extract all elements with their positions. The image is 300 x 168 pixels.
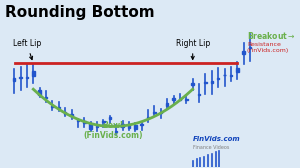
Bar [185, 99, 188, 100]
Bar [32, 71, 34, 76]
Bar [70, 114, 73, 116]
Bar [242, 51, 245, 54]
Bar [179, 99, 181, 100]
Bar [172, 98, 175, 100]
Bar [160, 112, 162, 113]
Bar [64, 112, 66, 114]
Text: Rounding Bottom: Rounding Bottom [4, 5, 154, 20]
Bar [89, 124, 92, 129]
Bar [134, 125, 136, 129]
Bar [109, 117, 111, 119]
Text: Breakout$\rightarrow$: Breakout$\rightarrow$ [247, 30, 296, 41]
Bar [249, 47, 251, 48]
Bar [236, 68, 239, 72]
Bar [147, 117, 149, 118]
Bar [102, 121, 105, 122]
Text: Bowl
(FinVids.com): Bowl (FinVids.com) [83, 121, 143, 140]
Bar [58, 107, 60, 108]
Bar [198, 94, 200, 95]
Bar [217, 78, 220, 79]
Bar [153, 112, 156, 113]
Bar [38, 90, 41, 95]
Text: Left Lip: Left Lip [13, 39, 41, 60]
Bar [121, 124, 124, 127]
Bar [26, 77, 28, 78]
Bar [115, 131, 118, 132]
Bar [230, 75, 232, 76]
Bar [45, 97, 47, 98]
Bar [83, 121, 86, 123]
Bar [204, 82, 207, 83]
Bar [51, 106, 54, 107]
Bar [166, 103, 169, 106]
Text: Right Lip: Right Lip [176, 39, 210, 59]
Bar [140, 124, 143, 125]
Bar [13, 78, 15, 81]
Bar [128, 124, 130, 128]
Bar [76, 120, 79, 121]
Text: Resistance
(FinVids.com): Resistance (FinVids.com) [247, 42, 289, 53]
Text: FinVids.com: FinVids.com [193, 136, 240, 142]
Bar [211, 80, 213, 82]
Bar [191, 83, 194, 85]
Bar [19, 77, 22, 78]
Bar [96, 126, 98, 127]
Text: Finance Videos: Finance Videos [193, 145, 229, 150]
